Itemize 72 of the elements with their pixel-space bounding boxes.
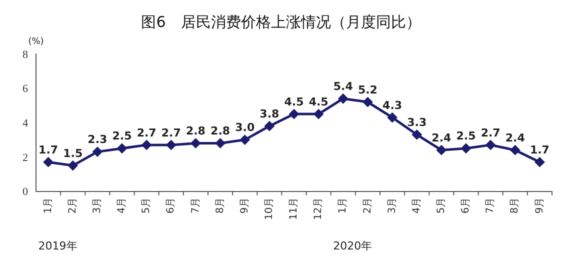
point bbox=[215, 138, 226, 148]
text: 2019年 bbox=[38, 239, 78, 252]
x-tick-label: 7月 bbox=[190, 197, 202, 214]
x-tick-label: 12月 bbox=[313, 197, 324, 220]
data-label: 2.7 bbox=[161, 126, 181, 140]
point bbox=[486, 140, 496, 150]
y-tick-label: 0 bbox=[22, 186, 28, 198]
x-tick-label: 1月 bbox=[338, 197, 349, 214]
data-label: 3.0 bbox=[235, 121, 255, 134]
data-label: 5.2 bbox=[358, 83, 378, 96]
x-tick-label: 2月 bbox=[362, 197, 374, 214]
point bbox=[412, 130, 422, 140]
data-label: 2.8 bbox=[186, 124, 206, 138]
data-label: 3.8 bbox=[260, 107, 280, 120]
data-label: 2.7 bbox=[136, 126, 156, 140]
point bbox=[190, 138, 201, 148]
data-label: 3.3 bbox=[407, 116, 427, 130]
point bbox=[264, 121, 274, 132]
y-tick-label: 4 bbox=[22, 117, 28, 130]
data-label: 2.7 bbox=[480, 126, 500, 140]
data-label: 5.4 bbox=[333, 80, 354, 93]
point bbox=[338, 94, 348, 104]
x-tick-label: 9月 bbox=[534, 197, 546, 214]
data-label: 2.5 bbox=[112, 130, 132, 143]
point bbox=[68, 160, 78, 171]
point bbox=[510, 145, 520, 156]
point bbox=[117, 143, 127, 154]
x-tick-label: 8月 bbox=[214, 197, 226, 214]
point bbox=[314, 109, 324, 120]
x-tick-label: 4月 bbox=[116, 197, 128, 214]
x-tick-label: 8月 bbox=[510, 197, 521, 214]
y-tick-label: 2 bbox=[22, 152, 28, 164]
y-axis-title: (%) bbox=[28, 36, 44, 47]
point bbox=[362, 97, 373, 108]
x-tick-label: 7月 bbox=[485, 197, 496, 214]
point bbox=[166, 140, 176, 150]
data-label: 1.7 bbox=[38, 143, 58, 156]
data-label: 4.5 bbox=[308, 95, 328, 108]
point bbox=[461, 143, 471, 154]
x-tick-label: 5月 bbox=[436, 197, 448, 214]
point bbox=[240, 134, 250, 145]
chart-title: 图6 居民消费价格上涨情况（月度同比） bbox=[141, 12, 421, 31]
x-tick-label: 3月 bbox=[386, 197, 398, 214]
data-label: 2.4 bbox=[505, 131, 526, 144]
data-label: 2.5 bbox=[456, 130, 476, 143]
x-tick-label: 2月 bbox=[67, 197, 78, 214]
x-tick-label: 11月 bbox=[288, 197, 300, 220]
x-tick-label: 4月 bbox=[411, 197, 422, 214]
x-tick-label: 10月 bbox=[264, 197, 276, 220]
x-tick-label: 9月 bbox=[239, 197, 250, 214]
data-label: 1.5 bbox=[63, 146, 83, 160]
point bbox=[289, 109, 299, 120]
data-label: 1.7 bbox=[530, 143, 550, 156]
data-label: 4.3 bbox=[382, 98, 402, 112]
x-tick-label: 6月 bbox=[460, 197, 472, 214]
y-tick-label: 6 bbox=[22, 83, 28, 96]
x-tick-label: 1月 bbox=[42, 197, 54, 214]
point bbox=[43, 157, 54, 168]
data-label: 2.4 bbox=[432, 131, 452, 144]
point bbox=[534, 157, 545, 168]
data-label: 2.3 bbox=[88, 133, 108, 146]
point bbox=[387, 112, 398, 122]
data-label: 4.5 bbox=[284, 95, 304, 108]
x-tick-label: 6月 bbox=[166, 197, 177, 214]
data-label: 2.8 bbox=[210, 124, 230, 138]
text: 2020年 bbox=[333, 239, 372, 252]
x-tick-label: 3月 bbox=[92, 197, 104, 214]
point bbox=[92, 146, 102, 157]
point bbox=[142, 140, 152, 150]
point bbox=[436, 145, 446, 156]
y-tick-label: 8 bbox=[22, 48, 28, 61]
x-tick-label: 5月 bbox=[141, 197, 152, 214]
